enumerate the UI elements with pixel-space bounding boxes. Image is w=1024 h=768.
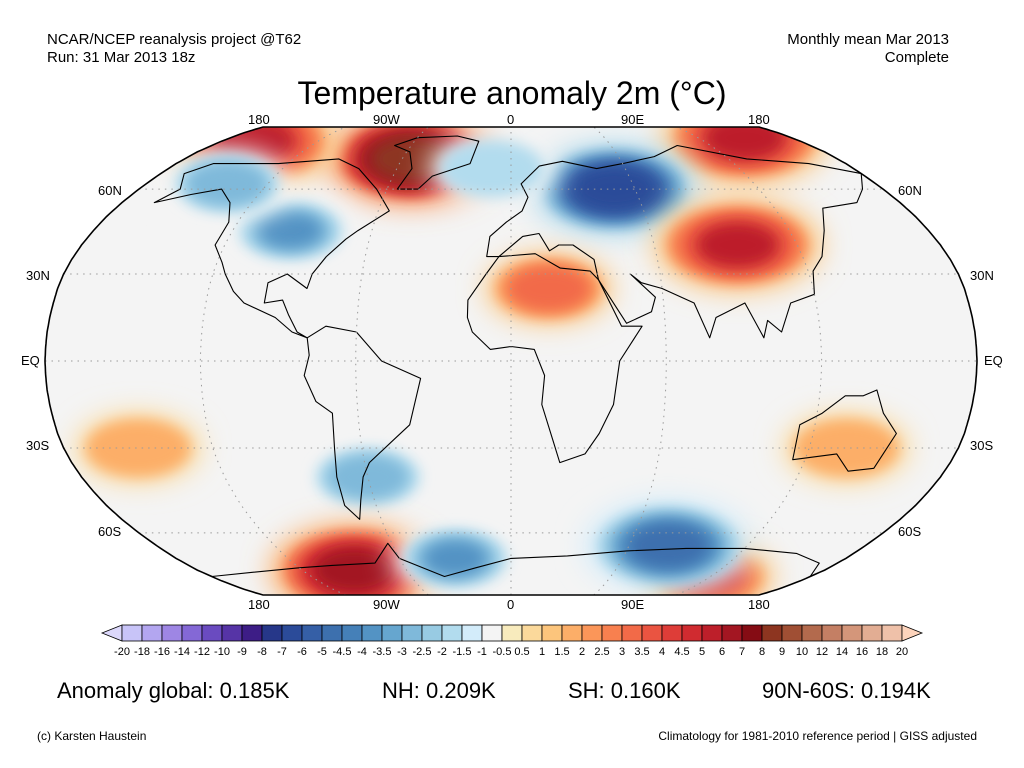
lon-label-bottom-0: 0	[507, 597, 515, 612]
run-time-label: Run: 31 Mar 2013 18z	[47, 49, 196, 66]
anomaly-region-alaska-cold	[185, 161, 269, 207]
anomaly-region-east-antarctica-coast-cold	[627, 523, 710, 569]
lat-label-right-eq: EQ	[984, 353, 1003, 368]
lon-label-bottom-180w: 180	[248, 597, 270, 612]
colorbar-tick-label: 8	[758, 646, 766, 658]
colorbar-tick-label: 1.5	[554, 646, 570, 658]
coastline-greenland	[394, 135, 480, 190]
anomaly-region-antarctic-peninsula-warm	[313, 547, 395, 593]
colorbar-tick-label: 16	[855, 646, 869, 658]
map-outline	[44, 126, 978, 596]
anomaly-region-argentina-cold	[326, 454, 410, 500]
lat-label-right-30n: 30N	[970, 268, 994, 283]
anomaly-region-south-pacific-warm	[86, 419, 191, 477]
meridian-line	[199, 127, 346, 595]
nh-anomaly: NH: 0.209K	[382, 678, 496, 703]
colorbar-tick-label: -10	[214, 646, 230, 658]
anomaly-region-australia-warm	[794, 419, 899, 477]
lon-label-top-90w: 90W	[373, 112, 400, 127]
lat-label-left-30s: 30S	[26, 438, 50, 453]
colorbar-tick-label: 9	[778, 646, 786, 658]
colorbar-tick-label: -0.5	[492, 646, 512, 658]
colorbar-tick-label: -4.5	[332, 646, 352, 658]
anomaly-region-north-america-cold	[259, 213, 322, 248]
band-anomaly: 90N-60S: 0.194K	[762, 678, 931, 703]
colorbar-tick-label: -1	[477, 646, 487, 658]
anomaly-region-sahara-warm	[507, 265, 591, 312]
lon-label-bottom-90w: 90W	[373, 597, 400, 612]
colorbar-tick-label: 18	[875, 646, 889, 658]
colorbar-tick-label: -18	[134, 646, 150, 658]
coastlines	[153, 135, 897, 578]
colorbar-tick-label: -16	[154, 646, 170, 658]
colorbar-tick-label: -14	[174, 646, 190, 658]
colorbar-tick-label: -12	[194, 646, 210, 658]
colorbar-tick-label: 20	[895, 646, 909, 658]
anomaly-region-central-asia-warm	[696, 222, 779, 268]
colorbar-tick-label: -9	[237, 646, 247, 658]
graticule	[45, 127, 977, 595]
lat-label-left-60n: 60N	[98, 183, 122, 198]
lon-label-top-90e: 90E	[621, 112, 645, 127]
period-label: Monthly mean Mar 2013	[787, 31, 949, 48]
lon-label-top-180w: 180	[248, 112, 270, 127]
colorbar-tick-label: -6	[297, 646, 307, 658]
lat-label-left-30n: 30N	[26, 268, 50, 283]
colorbar-tick-label: 7	[738, 646, 746, 658]
lat-label-right-60n: 60N	[898, 183, 922, 198]
colorbar-tick-label: -2.5	[412, 646, 432, 658]
colorbar-tick-label: 1	[538, 646, 546, 658]
climatology-note: Climatology for 1981-2010 reference peri…	[658, 729, 977, 743]
lat-label-left-60s: 60S	[98, 524, 122, 539]
credit: (c) Karsten Haustein	[37, 729, 147, 743]
lon-label-top-180e: 180	[748, 112, 770, 127]
data-source-label: NCAR/NCEP reanalysis project @T62	[47, 31, 302, 48]
colorbar-tick-label: 14	[835, 646, 849, 658]
anomaly-region-north-atlantic-cold	[439, 139, 545, 198]
coastline-north-america	[153, 158, 390, 339]
coastline-antarctica	[211, 542, 820, 578]
status-label: Complete	[884, 49, 949, 66]
meridian-line	[676, 127, 823, 595]
coastline-eurasia	[486, 144, 864, 339]
colorbar-tick-label: -20	[114, 646, 130, 658]
colorbar-tick-label: 6	[718, 646, 726, 658]
colorbar-tick-label: 4.5	[674, 646, 690, 658]
colorbar-tick-label: 12	[815, 646, 829, 658]
lat-label-right-30s: 30S	[970, 438, 994, 453]
lon-label-bottom-90e: 90E	[621, 597, 645, 612]
colorbar-tick-label: -8	[257, 646, 267, 658]
lat-label-right-60s: 60S	[898, 524, 922, 539]
coastline-africa	[466, 253, 643, 464]
colorbar-tick-label: -5	[317, 646, 327, 658]
colorbar-tick-label: 0.5	[514, 646, 530, 658]
coastline-australia	[792, 389, 897, 472]
anomaly-region-arctic-siberia-warm	[703, 127, 786, 161]
colorbar-tick-label: 10	[795, 646, 809, 658]
colorbar-tick-label: -7	[277, 646, 287, 658]
colorbar-tick-label: -4	[357, 646, 367, 658]
colorbar-tick-label: 4	[658, 646, 666, 658]
coastline-south-america	[303, 325, 422, 520]
chart-title: Temperature anomaly 2m (°C)	[297, 75, 727, 111]
anomaly-layer	[75, 127, 910, 595]
colorbar-tick-label: 3.5	[634, 646, 650, 658]
anomaly-region-weddell-cold	[424, 541, 486, 576]
sh-anomaly: SH: 0.160K	[568, 678, 681, 703]
colorbar-tick-label: -3.5	[372, 646, 392, 658]
lat-label-left-eq: EQ	[21, 353, 40, 368]
colorbar-tick-label: 2	[578, 646, 586, 658]
colorbar-tick-label: -1.5	[452, 646, 472, 658]
colorbar-tick-label: 2.5	[594, 646, 610, 658]
colorbar-tick-label: 3	[618, 646, 626, 658]
colorbar-tick-label: -2	[437, 646, 447, 658]
colorbar-tick-label: 5	[698, 646, 706, 658]
lon-label-bottom-180e: 180	[748, 597, 770, 612]
global-anomaly: Anomaly global: 0.185K	[57, 678, 290, 703]
lon-label-top-0: 0	[507, 112, 515, 127]
colorbar-tick-label: -3	[397, 646, 407, 658]
